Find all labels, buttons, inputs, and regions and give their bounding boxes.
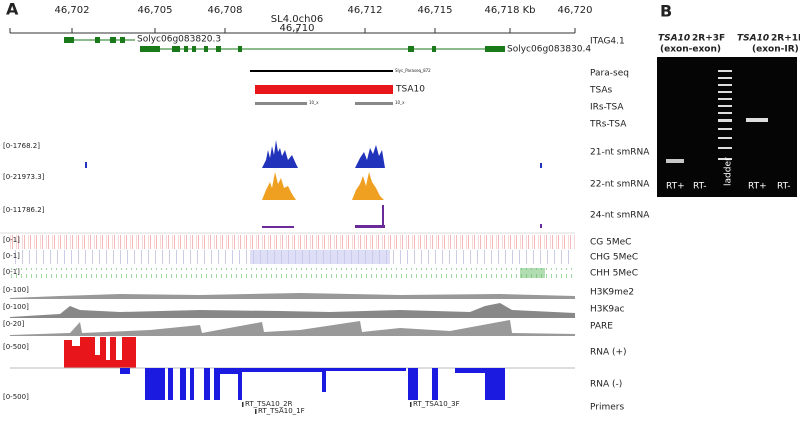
primer-note: (exon-IR) xyxy=(752,45,799,55)
track-name: ITAG4.1 xyxy=(590,37,625,47)
h3k9me2-signal xyxy=(10,293,575,299)
track-name: IRs-TSA xyxy=(590,103,624,113)
track-name: CHH 5MeC xyxy=(590,269,638,279)
cg-track xyxy=(10,235,575,249)
track-range: [0-1] xyxy=(3,268,20,276)
track-range: [0-100] xyxy=(3,303,29,311)
gene-name: Solyc06g083820.3 xyxy=(137,35,221,45)
primer-pair: 2R+3F xyxy=(692,34,725,44)
feature-name: Slyc_Paraseq_872 xyxy=(395,68,431,73)
chromosome: SL4.0ch06 xyxy=(271,14,323,25)
chh-track xyxy=(10,268,575,278)
primer-name: RT_TSA10_1F xyxy=(258,407,305,415)
track-range: [0-21973.3] xyxy=(3,173,45,181)
track-name: TRs-TSA xyxy=(589,120,627,130)
chh-dense xyxy=(520,268,545,278)
ir-feature xyxy=(255,102,307,105)
track-name: RNA (+) xyxy=(590,348,627,358)
primer-pair: 2R+1F xyxy=(771,34,800,44)
gel xyxy=(657,57,797,197)
track-name: CG 5MeC xyxy=(590,238,631,248)
track-range: [0-500] xyxy=(3,343,29,351)
track-range: [0-100] xyxy=(3,286,29,294)
lane-label: RT+ xyxy=(748,182,767,192)
tick-label: 46,718 Kb xyxy=(484,5,535,16)
h3k9ac-signal xyxy=(10,303,575,318)
gel-bands xyxy=(666,70,768,163)
lane-label: RT+ xyxy=(666,182,685,192)
track-name: Para-seq xyxy=(590,69,629,79)
tsa-feature xyxy=(255,85,393,94)
lane-label: RT- xyxy=(777,182,791,192)
primer-name: RT_TSA10_3F xyxy=(413,400,460,408)
lane-label: ladder xyxy=(724,157,734,186)
feature-name: TSA10 xyxy=(395,85,425,95)
track-name: 21-nt smRNA xyxy=(590,148,650,158)
track-range: [0-11786.2] xyxy=(3,206,45,214)
tick-label: 46,720 xyxy=(558,5,593,16)
track-name: 22-nt smRNA xyxy=(590,180,650,190)
track-name: 24-nt smRNA xyxy=(590,211,650,221)
panel-label: B xyxy=(660,2,672,21)
panel-label: A xyxy=(6,0,19,19)
track-name: RNA (-) xyxy=(590,380,622,390)
track-name: H3K9me2 xyxy=(590,288,634,298)
chg-dense xyxy=(250,250,390,264)
tick-label: 46,710 xyxy=(280,23,315,34)
track-range: [0-1768.2] xyxy=(3,142,40,150)
gene-name: TSA10 xyxy=(658,34,690,44)
track-name: H3K9ac xyxy=(590,305,625,315)
ir-feature xyxy=(355,102,393,105)
gene-name: TSA10 xyxy=(737,34,769,44)
track-name: TSAs xyxy=(589,86,613,96)
track-name: Primers xyxy=(590,403,624,413)
rna-plus-signal xyxy=(64,337,136,368)
smrna-21 xyxy=(85,140,542,168)
primer-name: RT_TSA10_2R xyxy=(245,400,293,408)
ruler xyxy=(9,28,576,34)
smrna-24 xyxy=(262,205,542,228)
tick-label: 46,715 xyxy=(418,5,453,16)
feature-name: 10_x xyxy=(309,100,319,105)
tick-label: 46,705 xyxy=(138,5,173,16)
primer-note: (exon-exon) xyxy=(660,45,721,55)
track-range: [0-1] xyxy=(3,252,20,260)
tick-label: 46,702 xyxy=(55,5,90,16)
primer-marks xyxy=(242,402,412,414)
track-name: PARE xyxy=(590,322,613,332)
feature-name: 10_x xyxy=(395,100,405,105)
gene-name: Solyc06g083830.4 xyxy=(507,45,591,55)
track-name: CHG 5MeC xyxy=(590,253,638,263)
smrna-22 xyxy=(262,172,384,200)
rna-minus-signal xyxy=(120,368,505,400)
tick-label: 46,712 xyxy=(348,5,383,16)
tick-label: 46,708 xyxy=(208,5,243,16)
gene-models xyxy=(64,37,505,52)
track-range: [0-20] xyxy=(3,320,25,328)
track-range: [0-1] xyxy=(3,236,20,244)
lane-label: RT- xyxy=(693,182,707,192)
track-range: [0-500] xyxy=(3,393,29,401)
pare-signal xyxy=(10,320,575,336)
